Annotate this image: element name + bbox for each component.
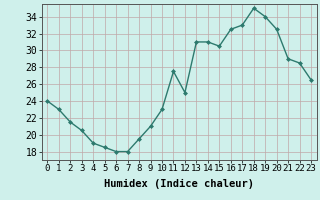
X-axis label: Humidex (Indice chaleur): Humidex (Indice chaleur) xyxy=(104,179,254,189)
